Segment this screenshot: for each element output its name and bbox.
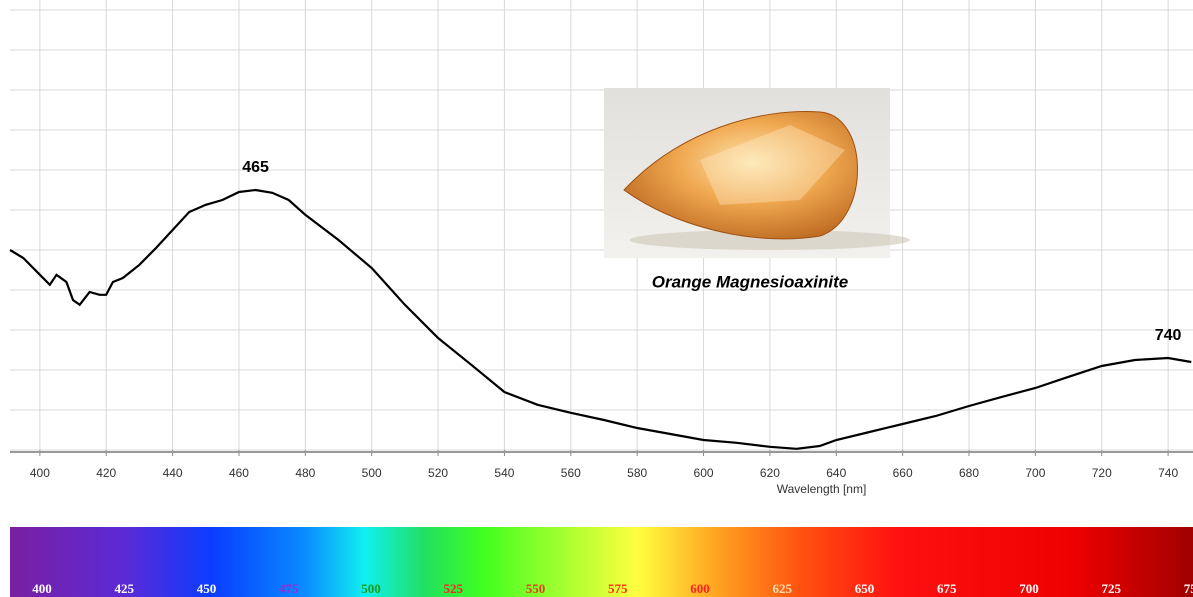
x-tick-label: 480 (295, 466, 315, 480)
x-axis-label: Wavelength [nm] (777, 482, 867, 496)
x-tick-label: 440 (163, 466, 183, 480)
color-bar-label: 475 (279, 581, 299, 596)
x-tick-label: 700 (1025, 466, 1045, 480)
x-tick-label: 420 (96, 466, 116, 480)
x-tick-label: 560 (561, 466, 581, 480)
x-tick-label: 600 (694, 466, 714, 480)
color-bar-label: 625 (773, 581, 793, 596)
gem (623, 111, 858, 240)
inset-photo (604, 88, 910, 258)
x-tick-label: 400 (30, 466, 50, 480)
color-bar (10, 527, 1193, 597)
color-bar-label: 600 (690, 581, 710, 596)
color-bar-label: 500 (361, 581, 381, 596)
color-bar-label: 425 (115, 581, 135, 596)
peak-label: 465 (242, 159, 269, 176)
x-tick-label: 460 (229, 466, 249, 480)
color-bar-label: 575 (608, 581, 628, 596)
x-tick-label: 740 (1158, 466, 1178, 480)
grid (10, 0, 1193, 451)
x-tick-label: 680 (959, 466, 979, 480)
color-bar-label: 450 (197, 581, 217, 596)
inset-caption: Orange Magnesioaxinite (652, 272, 849, 291)
color-bar-label: 525 (444, 581, 464, 596)
peak-label: 740 (1155, 327, 1182, 344)
color-bar-label: 650 (855, 581, 875, 596)
spectrum-line (9, 188, 1192, 450)
color-bar-label: 700 (1019, 581, 1039, 596)
color-bar-label: 750 (1184, 581, 1193, 596)
x-tick-label: 620 (760, 466, 780, 480)
gem-shadow (630, 230, 910, 250)
x-tick-label: 520 (428, 466, 448, 480)
x-tick-label: 640 (826, 466, 846, 480)
color-bar-label: 550 (526, 581, 546, 596)
gem-facet (700, 125, 845, 205)
x-tick-label: 580 (627, 466, 647, 480)
x-tick-label: 660 (893, 466, 913, 480)
x-tick-label: 540 (494, 466, 514, 480)
x-tick-label: 500 (362, 466, 382, 480)
color-bar-label: 675 (937, 581, 957, 596)
color-bar-label: 400 (32, 581, 52, 596)
color-bar-label: 725 (1102, 581, 1122, 596)
x-tick-label: 720 (1092, 466, 1112, 480)
